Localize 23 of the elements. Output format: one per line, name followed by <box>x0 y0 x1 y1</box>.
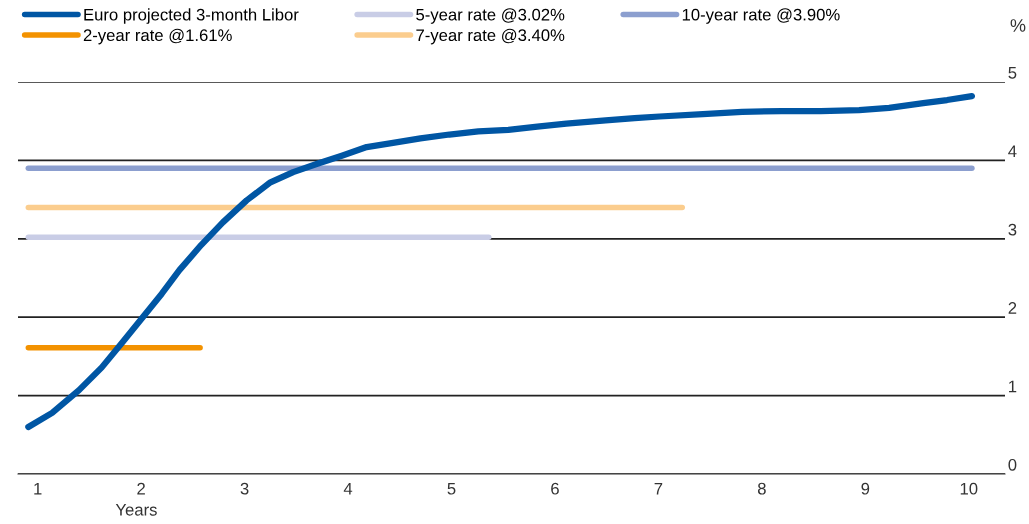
x-tick-label: 8 <box>757 482 766 495</box>
y-tick-label: 0 <box>1008 458 1017 471</box>
x-tick-label: 4 <box>343 482 353 495</box>
x-tick-label: 3 <box>240 482 249 495</box>
y-axis-title: % <box>1010 19 1026 32</box>
x-tick-label: 5 <box>447 482 456 495</box>
legend-label: 5-year rate @3.02% <box>416 8 565 24</box>
x-tick-label: 7 <box>654 482 663 495</box>
y-tick-label: 3 <box>1008 223 1017 236</box>
y-tick-label: 4 <box>1008 145 1017 157</box>
y-tick-label: 1 <box>1009 380 1017 393</box>
x-tick-label: 10 <box>960 482 978 495</box>
x-tick-label: 2 <box>137 482 145 495</box>
legend-label: 10-year rate @3.90% <box>682 8 840 24</box>
y-tick-label: 2 <box>1008 302 1017 314</box>
legend-label: 2-year rate @1.61% <box>83 28 232 45</box>
x-tick-label: 9 <box>861 482 870 495</box>
legend-label: Euro projected 3-month Libor <box>84 8 299 24</box>
y-tick-label: 5 <box>1008 67 1017 79</box>
legend-label: 7-year rate @3.40% <box>416 28 565 45</box>
x-axis-title: Years <box>115 504 157 516</box>
x-tick-label: 6 <box>551 482 559 495</box>
x-tick-label: 1 <box>34 482 42 495</box>
